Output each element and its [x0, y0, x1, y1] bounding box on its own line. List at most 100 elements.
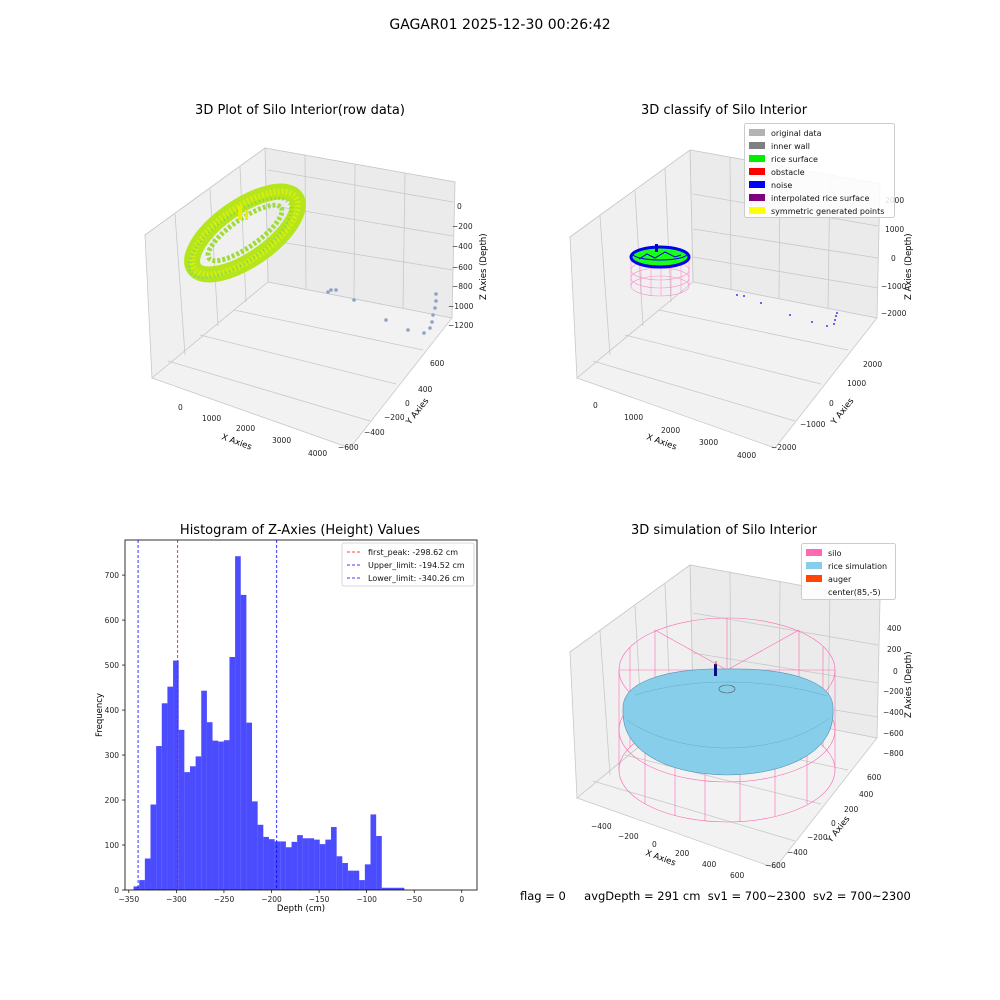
- histogram-bar: [235, 556, 241, 890]
- p2-legend-swatch-3: [749, 168, 765, 175]
- histogram-bar: [268, 839, 275, 890]
- p1-ztick-1: −200: [452, 222, 473, 231]
- histogram-bar: [280, 841, 286, 890]
- p1-xlabel: X Axies: [220, 432, 253, 452]
- p4-xtick-5: 600: [730, 871, 745, 880]
- p2-legend-label-2: rice surface: [771, 155, 818, 164]
- sv2-text: sv2 = 700~2300: [812, 889, 911, 903]
- flag-text: flag = 0: [520, 889, 566, 903]
- panel2-rice-surface: [629, 244, 691, 269]
- legend-label-0: first_peak: -298.62 cm: [368, 548, 458, 557]
- histogram-chart: −350 −300 −250 −200 −150 −100 −50 0 0 100 200 300 4…: [95, 539, 478, 914]
- histogram-bar: [178, 729, 185, 890]
- panel2-title: 3D classify of Silo Interior: [640, 103, 808, 118]
- histogram-bar: [156, 746, 162, 890]
- p4-ylabel: Y Axies: [825, 814, 853, 846]
- histogram-bar: [325, 839, 332, 890]
- p2-xtick-3: 3000: [699, 438, 718, 447]
- p1-xtick-0: 0: [178, 403, 183, 412]
- histogram-bar: [201, 690, 207, 890]
- histogram-bar: [144, 858, 151, 890]
- histogram-bar: [257, 824, 264, 890]
- p1-ztick-0: 0: [457, 202, 462, 211]
- x-tick-label-1: −300: [166, 895, 187, 904]
- p4-ytick-0: 600: [867, 773, 882, 782]
- p2-ytick-3: −1000: [800, 420, 826, 429]
- panel4-rice-simulation: [622, 668, 834, 776]
- status-footer: flag = 0 avgDepth = 291 cm sv1 = 700~230…: [520, 889, 911, 903]
- p1-ytick-4: −200: [384, 413, 405, 422]
- p1-xtick-3: 3000: [272, 436, 291, 445]
- histogram-legend: first_peak: -298.62 cm Upper_limit: -194.…: [341, 542, 475, 587]
- p2-ztick-4: −2000: [881, 309, 907, 318]
- p2-legend-swatch-0: [749, 129, 765, 136]
- histogram-bar: [314, 839, 320, 890]
- p1-ytick-0: 600: [430, 359, 445, 368]
- p1-ytick-5: −400: [364, 428, 385, 437]
- histogram-bar: [387, 887, 394, 890]
- p4-xtick-4: 400: [702, 860, 717, 869]
- histogram-bar: [274, 841, 281, 890]
- p1-ytick-3: 0: [405, 399, 410, 408]
- p2-legend-swatch-6: [749, 207, 765, 214]
- p1-ztick-4: −800: [452, 282, 473, 291]
- panel4-3d-plot: −400 −200 0 200 400 600 600 400 200 0 −2…: [568, 564, 914, 880]
- y-tick-label-4: 400: [105, 706, 120, 715]
- histogram-bar: [195, 756, 202, 890]
- p2-legend-label-3: obstacle: [771, 168, 805, 177]
- p4-ytick-4: −200: [807, 833, 828, 842]
- histogram-bar: [302, 838, 309, 890]
- p4-ytick-3: 0: [831, 819, 836, 828]
- histogram-bar: [223, 740, 230, 890]
- histogram-bar: [364, 864, 371, 890]
- p1-xtick-2: 2000: [236, 424, 255, 433]
- avg-depth-text: avgDepth = 291 cm: [584, 889, 701, 903]
- p2-legend-swatch-5: [749, 194, 765, 201]
- p1-ztick-2: −400: [452, 242, 473, 251]
- histogram-bar: [240, 594, 247, 890]
- p4-ztick-1: 200: [887, 645, 902, 654]
- x-tick-label-6: −50: [406, 895, 422, 904]
- panel4-auger: [714, 661, 717, 676]
- histogram-bar: [263, 836, 269, 890]
- p1-ytick-1: 400: [418, 385, 433, 394]
- p2-xtick-1: 1000: [624, 413, 643, 422]
- histogram-bar: [150, 804, 157, 890]
- y-tick-label-7: 700: [105, 571, 120, 580]
- p4-legend-swatch-2: [806, 575, 822, 582]
- x-tick-label-3: −200: [261, 895, 282, 904]
- p2-legend-label-1: inner wall: [771, 142, 810, 151]
- histogram-bar: [161, 703, 168, 890]
- p2-legend-swatch-2: [749, 155, 765, 162]
- histogram-bar: [133, 886, 140, 890]
- panel2-legend: original data inner wall rice surface obsta…: [744, 123, 895, 218]
- p2-xtick-0: 0: [593, 401, 598, 410]
- histogram-bar: [246, 722, 253, 890]
- p4-ytick-1: 400: [859, 790, 874, 799]
- p2-legend-label-5: interpolated rice surface: [771, 194, 869, 203]
- p4-zlabel: Z Axies (Depth): [904, 651, 914, 718]
- p2-legend-label-0: original data: [771, 129, 822, 138]
- histogram-bar: [308, 838, 315, 890]
- histogram-bar: [139, 880, 145, 890]
- p2-legend-swatch-1: [749, 142, 765, 149]
- histogram-bar: [291, 841, 298, 890]
- histogram-bar: [353, 870, 360, 890]
- legend-label-2: Lower_limit: -340.26 cm: [368, 574, 465, 583]
- p4-ztick-2: 0: [893, 667, 898, 676]
- histogram-bar: [218, 741, 224, 890]
- p4-ztick-0: 400: [887, 624, 902, 633]
- p2-xtick-2: 2000: [661, 426, 680, 435]
- p1-ytick-6: −600: [338, 443, 359, 452]
- p2-ztick-1: 1000: [885, 225, 904, 234]
- p4-ytick-6: −600: [765, 861, 786, 870]
- p4-legend-swatch-0: [806, 549, 822, 556]
- histogram-bar: [381, 887, 388, 890]
- histogram-threshold-lines: [137, 540, 278, 890]
- histogram-bar: [336, 856, 343, 890]
- p4-ztick-6: −800: [883, 749, 904, 758]
- p2-legend-label-4: noise: [771, 181, 792, 190]
- histogram-bar: [376, 836, 382, 890]
- p1-ztick-5: −1000: [448, 302, 474, 311]
- p1-xtick-4: 4000: [308, 449, 327, 458]
